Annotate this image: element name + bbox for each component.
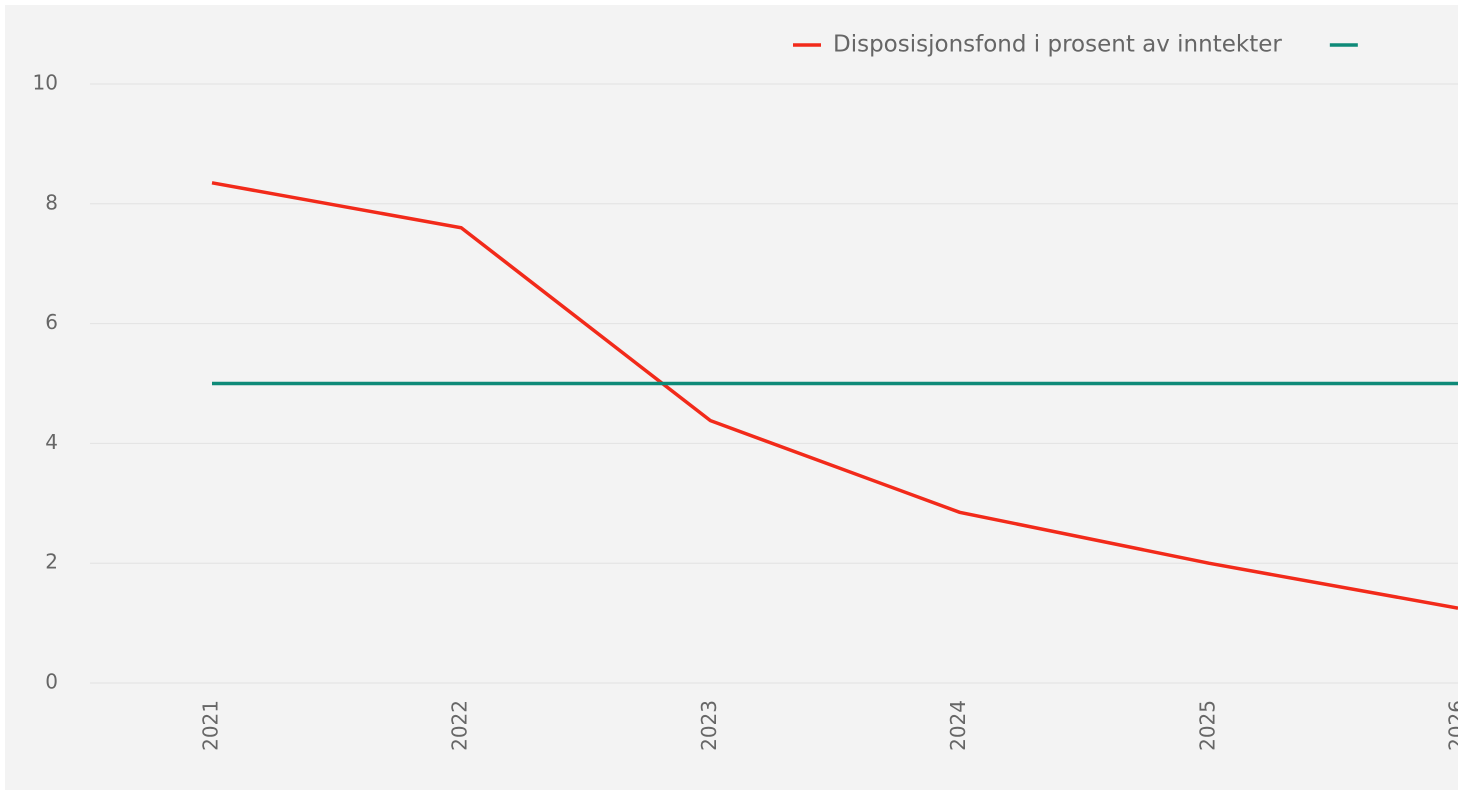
y-tick-label: 0 bbox=[45, 670, 58, 694]
y-tick-label: 8 bbox=[45, 190, 58, 214]
x-tick-label: 2026 bbox=[1445, 700, 1466, 751]
legend-label: Disposisjonsfond i prosent av inntekter bbox=[833, 32, 1282, 58]
y-tick-label: 6 bbox=[45, 310, 58, 334]
x-tick-label: 2022 bbox=[448, 700, 472, 751]
x-tick-label: 2024 bbox=[946, 700, 970, 751]
plot: 0 2 4 6 8 10 2021 2022 2023 2024 2025 2026 Disposisj… bbox=[33, 32, 1466, 751]
chart-background bbox=[5, 5, 1458, 790]
y-tick-label: 10 bbox=[33, 71, 58, 95]
x-tick-label: 2023 bbox=[697, 700, 721, 751]
x-tick-label: 2021 bbox=[199, 700, 223, 751]
y-tick-label: 4 bbox=[45, 430, 58, 454]
x-tick-label: 2025 bbox=[1195, 700, 1219, 751]
series-line bbox=[211, 181, 1458, 610]
y-tick-label: 2 bbox=[45, 550, 58, 574]
